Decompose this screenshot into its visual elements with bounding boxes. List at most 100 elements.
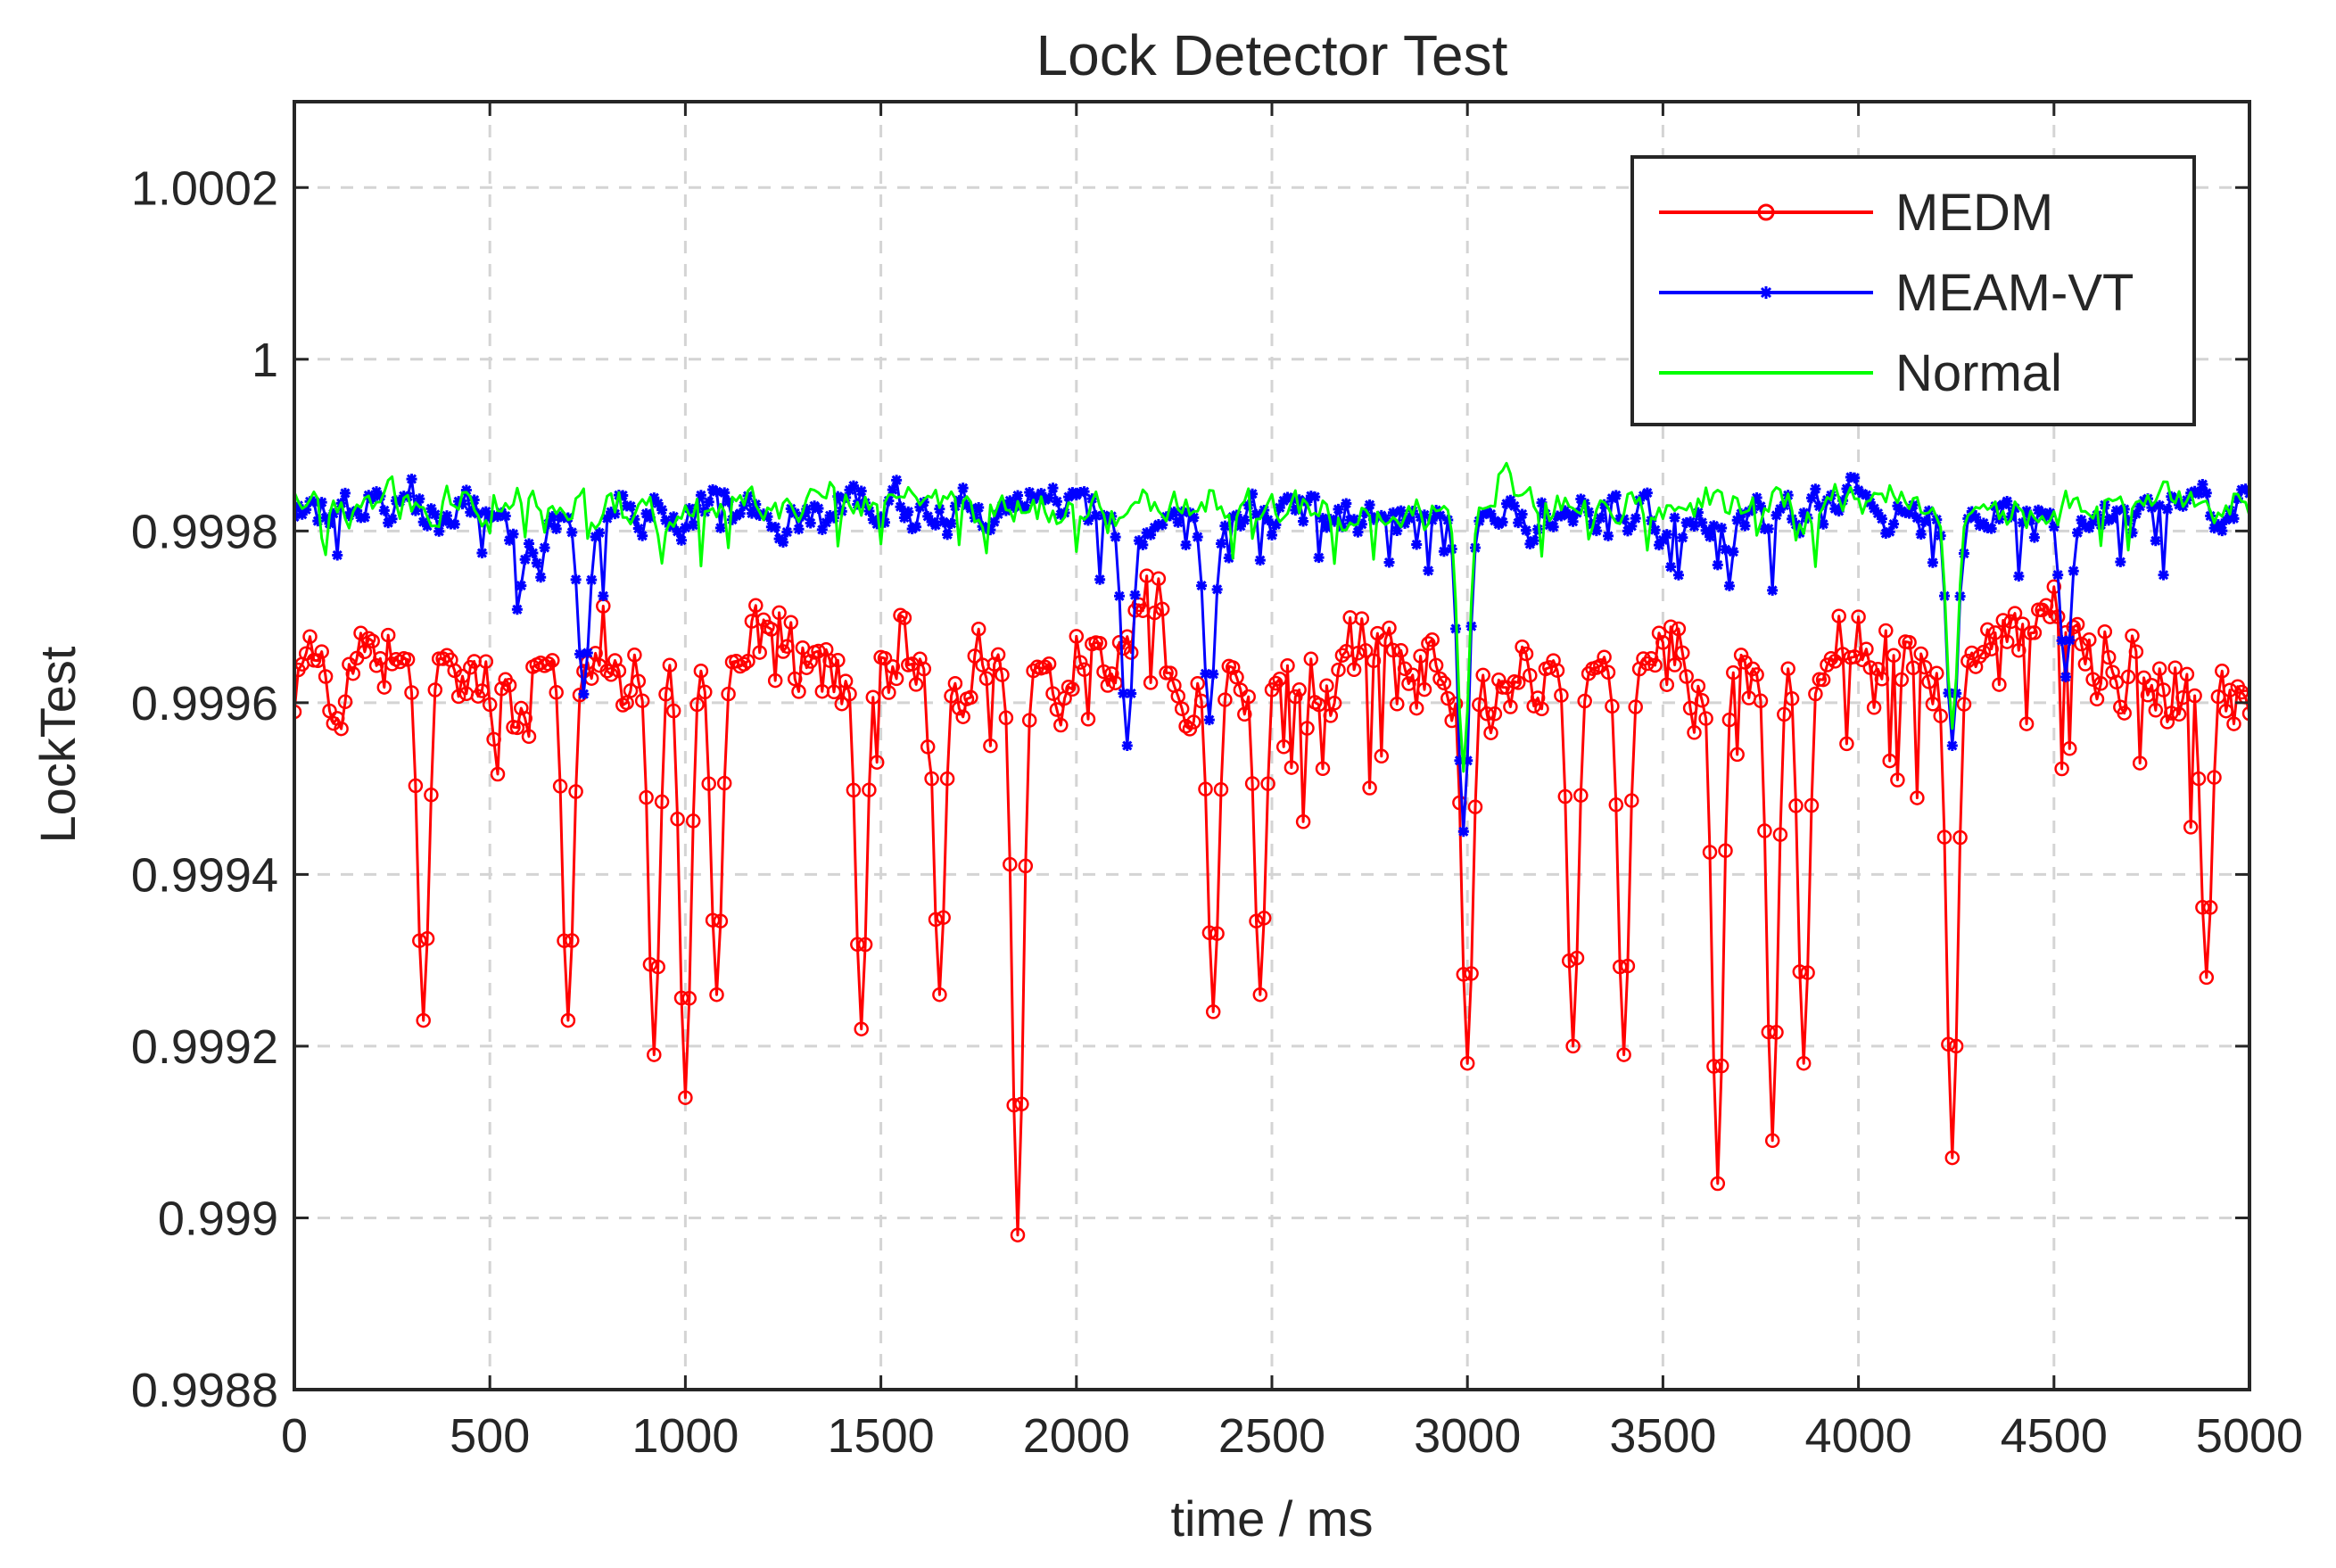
data-point [1872, 508, 1884, 519]
data-point [801, 503, 813, 515]
data-point [2021, 505, 2033, 516]
data-point [1605, 698, 1620, 714]
data-point [1137, 539, 1149, 550]
data-point [867, 514, 879, 525]
data-point [1010, 1227, 1026, 1242]
data-point [2120, 669, 2136, 685]
data-point [752, 645, 767, 660]
y-tick-label: 0.9992 [131, 1020, 278, 1074]
data-point [995, 667, 1010, 682]
data-point [1688, 521, 1700, 532]
data-point [1072, 655, 1088, 670]
data-point [1976, 644, 1992, 660]
data-point [1902, 634, 1917, 650]
data-point [662, 657, 678, 673]
data-point [611, 663, 627, 679]
data-point [424, 787, 439, 803]
data-point [1434, 509, 1446, 521]
data-point [1874, 672, 1890, 687]
data-point [1403, 513, 1415, 524]
data-point [1528, 535, 1539, 547]
data-point [1104, 666, 1119, 681]
data-point [1669, 512, 1680, 524]
data-point [1077, 662, 1092, 677]
data-point [1319, 678, 1334, 693]
data-point [332, 549, 343, 561]
data-point [524, 538, 535, 549]
data-point [1356, 518, 1367, 530]
data-point [939, 771, 955, 787]
data-point [509, 720, 525, 736]
data-point [1186, 714, 1201, 730]
data-point [1178, 718, 1193, 734]
data-point [1665, 561, 1677, 573]
data-point [1326, 696, 1342, 711]
data-point [1315, 761, 1331, 777]
data-point [2079, 520, 2091, 532]
data-point [2056, 635, 2068, 647]
data-point [357, 644, 373, 660]
data-point [1610, 490, 1622, 501]
data-point [1903, 508, 1915, 519]
data-point [688, 519, 699, 531]
data-point [705, 912, 721, 928]
data-point [1690, 679, 1706, 694]
data-point [1405, 667, 1421, 683]
x-tick-label: 1000 [631, 1409, 739, 1463]
data-point [1472, 697, 1487, 713]
x-tick-label: 3000 [1414, 1409, 1521, 1463]
data-point [1663, 619, 1679, 634]
data-point [793, 524, 805, 535]
data-point [1692, 507, 1704, 518]
data-point [433, 525, 445, 537]
data-point [767, 673, 783, 689]
data-point [764, 622, 780, 637]
data-point [371, 486, 383, 498]
data-point [386, 513, 398, 524]
data-point [1542, 660, 1557, 675]
data-point [2043, 609, 2058, 624]
data-point [1970, 511, 1982, 523]
data-point [685, 813, 701, 829]
data-point [2110, 505, 2122, 516]
data-point [2026, 625, 2043, 640]
series-normal [294, 461, 2249, 773]
data-point [634, 693, 650, 708]
data-point [1705, 531, 1716, 542]
data-point [1190, 676, 1205, 691]
data-point [2095, 519, 2107, 531]
data-point [2193, 488, 2205, 499]
data-point [1267, 530, 1277, 541]
data-point [1280, 658, 1295, 673]
data-point [404, 685, 419, 700]
data-point [476, 548, 488, 559]
data-point [1374, 748, 1390, 764]
series-medm [294, 568, 2249, 1242]
data-point [1065, 681, 1080, 697]
data-point [1795, 1055, 1812, 1071]
data-point [1880, 528, 1892, 540]
data-point [1577, 693, 1592, 709]
data-point [1275, 739, 1292, 755]
data-point [1039, 494, 1051, 506]
data-point [2077, 656, 2093, 672]
data-point [408, 778, 424, 794]
data-point [813, 503, 824, 515]
data-point [545, 653, 560, 668]
data-point [920, 739, 936, 755]
data-point [2076, 514, 2087, 525]
data-point [441, 510, 452, 522]
data-point [1211, 583, 1223, 595]
data-point [1350, 646, 1366, 661]
data-point [985, 524, 996, 536]
data-point [345, 665, 361, 681]
data-point [877, 650, 893, 666]
data-point [427, 682, 443, 697]
data-point [1483, 725, 1498, 740]
data-point [783, 615, 799, 631]
data-point [898, 512, 910, 524]
data-point [944, 689, 959, 704]
data-point [1753, 693, 1769, 709]
data-point [1780, 661, 1795, 676]
data-point [339, 487, 351, 499]
